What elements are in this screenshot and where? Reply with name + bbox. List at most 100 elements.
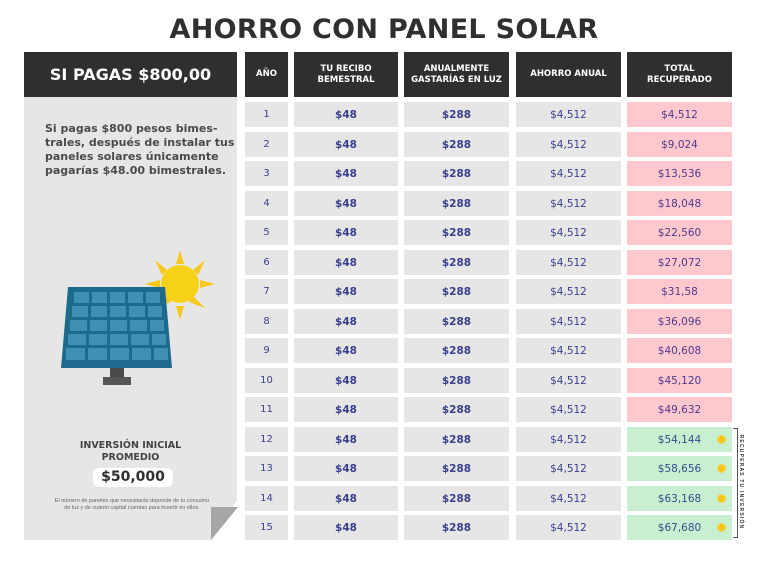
anual-cell: $288 (404, 279, 509, 304)
total-cell-value: $18,048 (657, 197, 702, 210)
anual-cell: $288 (404, 397, 509, 422)
recibo-cell-value: $48 (335, 374, 357, 387)
year-cell-value: 14 (260, 493, 273, 504)
recibo-cell: $48 (294, 279, 398, 304)
recibo-cell: $48 (294, 132, 398, 157)
year-cell: 3 (245, 161, 288, 186)
year-cell-value: 2 (263, 139, 270, 150)
ahorro-cell: $4,512 (516, 161, 621, 186)
year-cell-value: 3 (263, 168, 270, 179)
year-cell: 11 (245, 397, 288, 422)
recibo-cell: $48 (294, 456, 398, 481)
ahorro-cell-value: $4,512 (550, 138, 587, 151)
ahorro-cell-value: $4,512 (550, 403, 587, 416)
ahorro-cell: $4,512 (516, 279, 621, 304)
year-cell-value: 8 (263, 316, 270, 327)
total-cell-value: $49,632 (657, 403, 702, 416)
total-cell: $9,024 (627, 132, 732, 157)
year-cell: 9 (245, 338, 288, 363)
ahorro-cell: $4,512 (516, 515, 621, 540)
total-cell-value: $40,608 (657, 344, 702, 357)
anual-cell-value: $288 (441, 197, 472, 210)
ahorro-cell: $4,512 (516, 132, 621, 157)
coin-icon (717, 494, 726, 503)
ahorro-cell-value: $4,512 (550, 256, 587, 269)
total-cell-value: $67,680 (657, 521, 702, 534)
investment-label-line1: INVERSIÓN INICIAL (79, 440, 182, 451)
header-ahorro: AHORRO ANUAL (516, 52, 621, 97)
coin-icon (717, 435, 726, 444)
year-cell-value: 12 (260, 434, 273, 445)
year-cell: 7 (245, 279, 288, 304)
total-cell: $18,048 (627, 191, 732, 216)
ahorro-cell-value: $4,512 (550, 521, 587, 534)
anual-cell-value: $288 (441, 256, 472, 269)
anual-cell: $288 (404, 486, 509, 511)
total-cell: $63,168 (627, 486, 732, 511)
recibo-cell: $48 (294, 368, 398, 393)
recovery-bracket (733, 428, 738, 538)
ahorro-cell-value: $4,512 (550, 433, 587, 446)
year-cell-value: 15 (260, 522, 273, 533)
anual-cell-value: $288 (441, 226, 472, 239)
header-total: TOTAL RECUPERADO (627, 52, 732, 97)
total-cell: $40,608 (627, 338, 732, 363)
anual-cell-value: $288 (441, 374, 472, 387)
year-cell: 12 (245, 427, 288, 452)
recibo-cell: $48 (294, 161, 398, 186)
recibo-cell-value: $48 (335, 256, 357, 269)
coin-icon (717, 523, 726, 532)
ahorro-cell: $4,512 (516, 102, 621, 127)
ahorro-cell-value: $4,512 (550, 344, 587, 357)
ahorro-cell: $4,512 (516, 191, 621, 216)
ahorro-cell: $4,512 (516, 309, 621, 334)
page-title: AHORRO CON PANEL SOLAR (169, 14, 599, 45)
intro-text: Si pagas $800 pesos bimes-trales, despué… (45, 122, 235, 177)
total-cell: $27,072 (627, 250, 732, 275)
left-panel-header: SI PAGAS $800,00 (24, 52, 237, 97)
year-cell-value: 10 (260, 375, 273, 386)
anual-cell: $288 (404, 338, 509, 363)
total-cell: $22,560 (627, 220, 732, 245)
recibo-cell-value: $48 (335, 197, 357, 210)
total-cell-value: $36,096 (657, 315, 702, 328)
year-cell: 4 (245, 191, 288, 216)
recibo-cell-value: $48 (335, 108, 357, 121)
ahorro-cell: $4,512 (516, 427, 621, 452)
anual-cell-value: $288 (441, 462, 472, 475)
recibo-cell-value: $48 (335, 138, 357, 151)
ahorro-cell: $4,512 (516, 397, 621, 422)
ahorro-cell-value: $4,512 (550, 108, 587, 121)
year-cell-value: 5 (263, 227, 270, 238)
recibo-cell-value: $48 (335, 521, 357, 534)
anual-cell-value: $288 (441, 344, 472, 357)
ahorro-cell-value: $4,512 (550, 315, 587, 328)
total-cell-value: $54,144 (657, 433, 702, 446)
total-cell: $67,680 (627, 515, 732, 540)
header-year: AÑO (245, 52, 288, 97)
total-cell-value: $58,656 (657, 462, 702, 475)
year-cell-value: 7 (263, 286, 270, 297)
anual-cell-value: $288 (441, 521, 472, 534)
year-cell-value: 9 (263, 345, 270, 356)
recibo-cell: $48 (294, 102, 398, 127)
ahorro-cell-value: $4,512 (550, 374, 587, 387)
recibo-cell-value: $48 (335, 285, 357, 298)
total-cell-value: $22,560 (657, 226, 702, 239)
ahorro-cell-value: $4,512 (550, 226, 587, 239)
total-cell: $36,096 (627, 309, 732, 334)
recibo-cell-value: $48 (335, 492, 357, 505)
recibo-cell-value: $48 (335, 315, 357, 328)
anual-cell-value: $288 (441, 315, 472, 328)
ahorro-cell-value: $4,512 (550, 285, 587, 298)
ahorro-cell: $4,512 (516, 250, 621, 275)
anual-cell: $288 (404, 515, 509, 540)
total-cell: $13,536 (627, 161, 732, 186)
anual-cell-value: $288 (441, 138, 472, 151)
anual-cell-value: $288 (441, 167, 472, 180)
ahorro-cell: $4,512 (516, 220, 621, 245)
year-cell-value: 13 (260, 463, 273, 474)
header-anual: ANUALMENTE GASTARÍAS EN LUZ (404, 52, 509, 97)
anual-cell-value: $288 (441, 433, 472, 446)
anual-cell: $288 (404, 102, 509, 127)
